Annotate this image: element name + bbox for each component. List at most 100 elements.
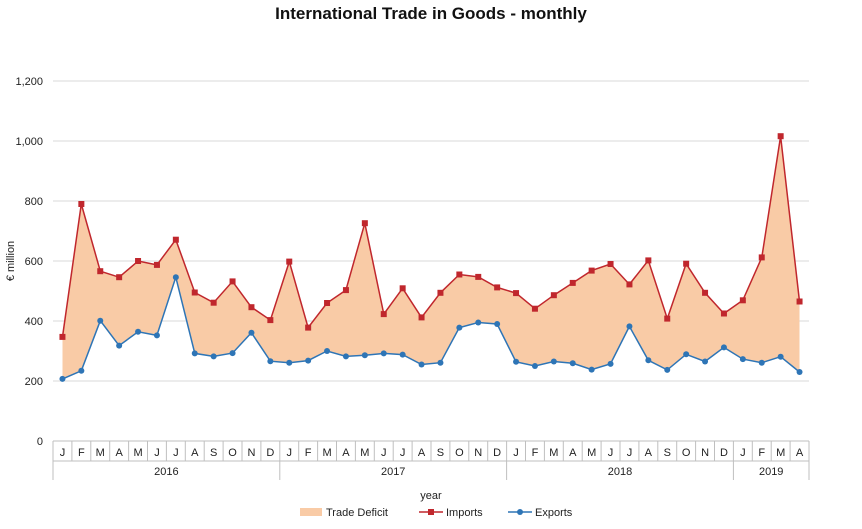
exports-point	[550, 358, 557, 365]
imports-point	[513, 290, 520, 297]
exports-point	[739, 356, 746, 363]
x-tick-label: F	[758, 447, 765, 459]
imports-point	[135, 258, 142, 264]
exports-point	[513, 358, 520, 365]
imports-point	[59, 333, 66, 340]
imports-point	[475, 273, 482, 280]
x-tick-label: J	[154, 447, 160, 459]
exports-point	[305, 357, 312, 364]
imports-point	[588, 267, 595, 274]
imports-point	[78, 201, 85, 207]
y-tick-label: 1,200	[15, 76, 43, 88]
x-tick-label: M	[549, 447, 558, 459]
exports-point	[494, 321, 501, 327]
x-tick-label: M	[360, 447, 369, 459]
exports-point	[191, 350, 198, 357]
exports-point	[475, 319, 482, 326]
imports-point	[267, 317, 274, 324]
exports-point	[796, 369, 803, 375]
legend-label-imports: Imports	[446, 507, 483, 519]
x-tick-label: A	[569, 447, 577, 459]
imports-point	[683, 260, 690, 267]
imports-point	[456, 271, 463, 278]
y-tick-label: 0	[37, 436, 43, 448]
x-tick-label: A	[418, 447, 426, 459]
imports-point	[324, 300, 331, 306]
exports-point	[153, 332, 160, 339]
x-tick-label: J	[627, 447, 633, 459]
imports-point	[702, 289, 709, 296]
imports-point	[664, 315, 671, 322]
exports-point	[267, 358, 274, 365]
x-tick-label: A	[342, 447, 350, 459]
imports-point	[739, 297, 746, 304]
x-tick-label: N	[474, 447, 482, 459]
x-tick-label: M	[587, 447, 596, 459]
imports-point	[191, 289, 198, 296]
imports-point	[437, 289, 444, 296]
exports-point	[116, 342, 123, 349]
x-tick-label: O	[455, 447, 464, 459]
x-tick-label: J	[173, 447, 179, 459]
exports-point	[135, 328, 142, 335]
legend-marker-exports	[517, 509, 523, 515]
imports-point	[97, 268, 104, 275]
trade-deficit-area	[62, 136, 800, 379]
exports-point	[399, 351, 406, 358]
x-tick-label: D	[493, 447, 501, 459]
exports-point	[361, 352, 368, 359]
y-tick-label: 200	[25, 376, 43, 388]
imports-line	[61, 136, 801, 338]
exports-point	[645, 357, 652, 364]
y-tick-label: 800	[25, 196, 43, 208]
x-tick-label: A	[645, 447, 653, 459]
exports-point	[324, 348, 331, 354]
imports-point	[399, 285, 406, 292]
imports-point	[550, 292, 557, 299]
legend-label-exports: Exports	[535, 507, 573, 519]
legend-marker-imports	[428, 509, 434, 515]
imports-point	[116, 274, 123, 281]
x-tick-label: F	[532, 447, 539, 459]
x-tick-label: F	[305, 447, 312, 459]
x-tick-label: F	[78, 447, 85, 459]
x-axis-title: year	[420, 490, 442, 502]
exports-point	[59, 375, 66, 382]
x-tick-label: M	[776, 447, 785, 459]
x-tick-label: J	[381, 447, 387, 459]
legend-label-trade-deficit: Trade Deficit	[326, 507, 388, 519]
year-label: 2016	[154, 466, 178, 478]
legend-swatch-trade-deficit	[300, 508, 322, 516]
imports-point	[172, 236, 179, 243]
exports-point	[607, 360, 614, 367]
exports-point	[380, 350, 387, 357]
chart-title: International Trade in Goods - monthly	[275, 4, 587, 23]
x-tick-label: J	[740, 447, 746, 459]
imports-point	[758, 254, 765, 261]
x-tick-label: A	[796, 447, 804, 459]
imports-point	[210, 299, 217, 306]
imports-point	[342, 287, 349, 294]
x-tick-label: S	[210, 447, 217, 459]
x-tick-label: J	[400, 447, 406, 459]
x-tick-label: J	[287, 447, 293, 459]
exports-point	[248, 329, 255, 336]
imports-point	[777, 133, 784, 140]
year-label: 2018	[608, 466, 632, 478]
y-tick-label: 600	[25, 256, 43, 268]
x-tick-label: M	[96, 447, 105, 459]
exports-point	[172, 274, 179, 281]
x-tick-label: J	[60, 447, 66, 459]
x-tick-label: O	[682, 447, 691, 459]
imports-point	[531, 305, 538, 312]
exports-point	[626, 323, 633, 330]
imports-point	[626, 281, 633, 288]
exports-point	[229, 350, 236, 357]
imports-point	[796, 298, 803, 305]
exports-point	[97, 317, 104, 324]
exports-point	[588, 366, 595, 373]
x-tick-label: O	[228, 447, 237, 459]
year-label: 2017	[381, 466, 405, 478]
imports-point	[380, 311, 387, 318]
